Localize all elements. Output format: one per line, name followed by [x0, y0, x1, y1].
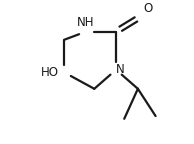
- Text: N: N: [116, 63, 125, 76]
- Text: O: O: [143, 2, 152, 15]
- Text: NH: NH: [77, 16, 95, 29]
- Text: HO: HO: [41, 66, 59, 79]
